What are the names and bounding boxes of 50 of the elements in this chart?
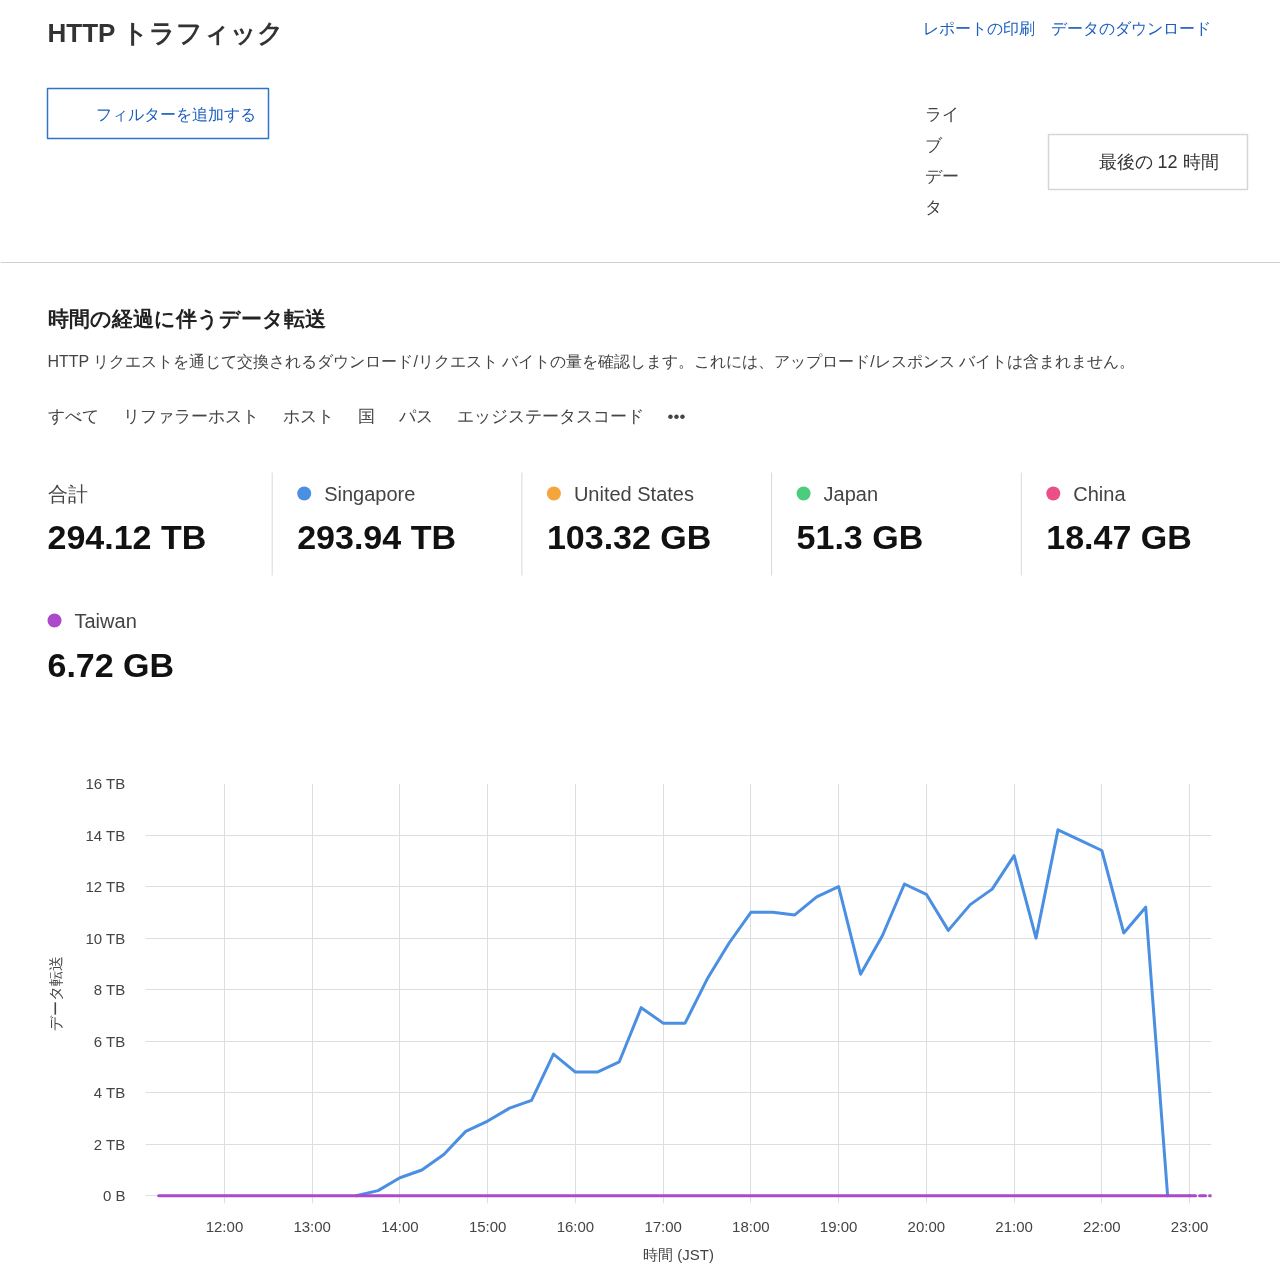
text: レポートの印刷 <box>922 20 1035 37</box>
text: ••• <box>667 407 686 426</box>
text: パス <box>397 407 433 426</box>
y-tick-label: 12 TB <box>85 878 126 896</box>
text: ライブデータ <box>924 105 959 217</box>
text: 293.94 TB <box>297 517 456 556</box>
x-tick-label: 14:00 <box>381 1217 419 1235</box>
text: フィルターを追加する <box>95 106 256 123</box>
legend-label: Taiwan <box>74 609 137 632</box>
legend-label: Japan <box>823 482 879 505</box>
x-tick-label: 18:00 <box>732 1217 770 1235</box>
x-tick-label: 22:00 <box>1083 1217 1121 1235</box>
x-tick-label: 12:00 <box>205 1217 244 1235</box>
x-tick-label: 21:00 <box>995 1217 1033 1235</box>
y-tick-label: 16 TB <box>85 775 126 792</box>
x-tick-label: 19:00 <box>819 1217 858 1235</box>
y-tick-label: 8 TB <box>93 981 126 999</box>
x-tick-label: 23:00 <box>1170 1217 1209 1235</box>
legend-label: United States <box>573 482 694 505</box>
y-tick-label: 4 TB <box>93 1084 126 1102</box>
y-axis-title: データ転送 <box>47 956 65 1031</box>
x-tick-label: 15:00 <box>468 1217 507 1235</box>
text: 国 <box>357 407 375 426</box>
text: リファラーホスト <box>122 407 259 426</box>
x-tick-label: 13:00 <box>293 1217 331 1235</box>
y-tick-label: 10 TB <box>85 929 126 947</box>
text: 18.47 GB <box>1046 517 1192 556</box>
text: すべて <box>47 407 99 426</box>
text: HTTP トラフィック <box>47 17 285 48</box>
x-tick-label: 16:00 <box>556 1217 595 1235</box>
y-tick-label: 6 TB <box>93 1032 126 1050</box>
chart-subtitle: HTTP リクエストを通じて交換されるダウンロード/リクエスト バイトの量を確認します。これには、アップロード/レスポンス バイトは含まれません。 <box>47 353 1136 370</box>
text: ホスト <box>282 407 334 426</box>
text: 294.12 TB <box>47 517 207 556</box>
text: エッジステータスコード <box>456 407 644 426</box>
chart-title: 時間の経過に伴うデータ転送 <box>47 307 326 331</box>
y-tick-label: 0 B <box>102 1187 126 1205</box>
x-tick-label: 17:00 <box>644 1217 682 1235</box>
text: データのダウンロード <box>1050 20 1211 37</box>
text: 103.32 GB <box>546 517 712 556</box>
legend-label: China <box>1073 482 1127 505</box>
legend-label: Singapore <box>324 482 416 505</box>
text: 6.72 GB <box>47 645 175 684</box>
text: 合計 <box>47 482 88 505</box>
text: 51.3 GB <box>796 517 924 556</box>
y-tick-label: 2 TB <box>93 1135 126 1153</box>
y-tick-label: 14 TB <box>85 826 126 844</box>
x-tick-label: 20:00 <box>907 1217 946 1235</box>
text: 最後の 12 時間 <box>1098 151 1219 172</box>
x-axis-title: 時間 (JST) <box>643 1245 714 1263</box>
